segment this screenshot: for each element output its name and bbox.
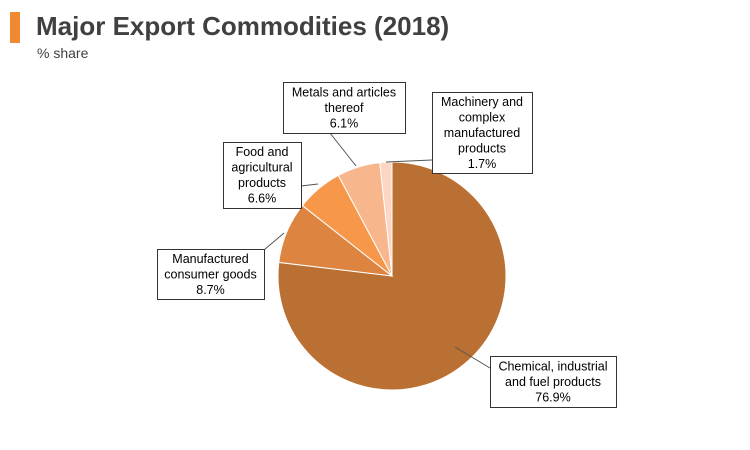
leader-line-food — [300, 183, 319, 187]
slice-label-text-food: agricultural — [231, 161, 292, 175]
slice-label-text-consumer: consumer goods — [164, 267, 256, 281]
slice-labels: Chemical, industrial and fuel products76.… — [157, 82, 617, 408]
slice-value-food: 6.6% — [248, 192, 277, 206]
slice-label-text-food: Food and — [236, 145, 289, 159]
slice-label-text-machinery: manufactured — [444, 126, 520, 140]
leader-line-consumer — [263, 232, 285, 251]
slice-label-text-consumer: Manufactured — [172, 252, 248, 266]
slice-value-consumer: 8.7% — [196, 283, 225, 297]
label-box-machinery — [432, 92, 533, 174]
slice-label-text-machinery: complex — [459, 110, 506, 124]
leader-lines — [263, 132, 491, 369]
leader-line-metals — [329, 132, 357, 167]
slice-value-chemical: 76.9% — [535, 390, 570, 404]
slice-label-text-metals: thereof — [325, 101, 364, 115]
slice-label-text-chemical: and fuel products — [505, 375, 601, 389]
chart-title: Major Export Commodities (2018) — [36, 11, 450, 41]
slice-value-metals: 6.1% — [330, 116, 359, 130]
title-accent-bar — [10, 12, 20, 43]
label-box-chemical — [490, 356, 617, 408]
slice-label-chemical: Chemical, industrial and fuel products76.… — [490, 356, 617, 408]
slice-label-text-food: products — [238, 176, 286, 190]
slice-label-text-chemical: Chemical, industrial — [498, 359, 607, 373]
slice-label-text-machinery: Machinery and — [441, 95, 523, 109]
label-box-consumer — [157, 249, 265, 300]
label-box-food — [223, 142, 302, 209]
slice-label-text-machinery: products — [458, 141, 506, 155]
leader-line-machinery — [385, 159, 433, 163]
slice-value-machinery: 1.7% — [468, 157, 497, 171]
label-box-metals — [283, 82, 406, 134]
chart-subtitle: % share — [37, 45, 89, 61]
slice-label-text-metals: Metals and articles — [292, 85, 396, 99]
pie-slices — [277, 161, 507, 391]
leader-line-chemical — [454, 346, 491, 369]
